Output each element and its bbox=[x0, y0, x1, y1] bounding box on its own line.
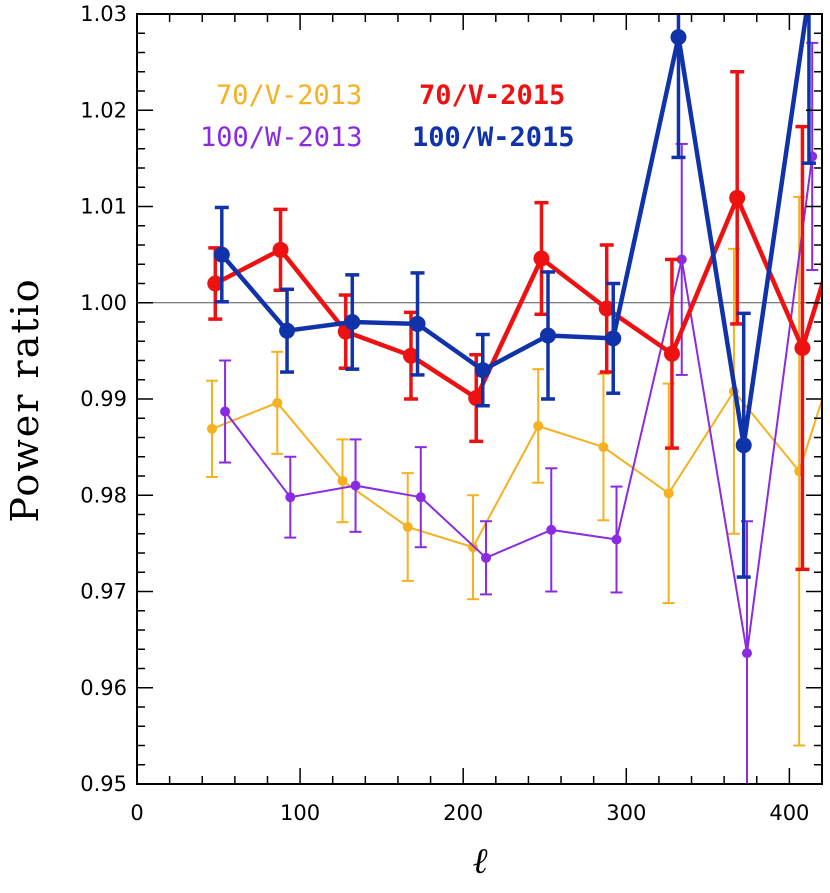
data-point bbox=[663, 488, 674, 499]
data-point bbox=[415, 492, 426, 503]
x-axis-label: ℓ bbox=[473, 841, 488, 882]
data-point bbox=[546, 524, 557, 535]
data-point bbox=[598, 442, 609, 453]
y-tick-label: 0.97 bbox=[80, 580, 127, 604]
y-tick-label: 1.01 bbox=[80, 195, 127, 219]
legend-entry-100w-2013: 100/W-2013 bbox=[200, 122, 363, 153]
data-point bbox=[735, 437, 752, 454]
data-point bbox=[605, 330, 622, 347]
series-line bbox=[220, 14, 809, 448]
data-point bbox=[344, 314, 361, 330]
data-point bbox=[611, 534, 622, 545]
data-point bbox=[676, 254, 687, 265]
y-tick-label: 0.98 bbox=[80, 483, 127, 507]
x-tick-label: 300 bbox=[606, 801, 646, 825]
data-point bbox=[670, 29, 687, 46]
x-tick-label: 400 bbox=[769, 801, 809, 825]
y-tick-label: 0.99 bbox=[80, 387, 127, 411]
legend: 70/V-2013 100/W-2013 70/V-2015 100/W-201… bbox=[200, 80, 575, 153]
data-point bbox=[468, 390, 485, 407]
data-point bbox=[598, 300, 615, 317]
series-1 bbox=[219, 41, 819, 784]
data-point bbox=[824, 375, 830, 385]
series-line bbox=[224, 156, 814, 655]
data-point bbox=[474, 362, 491, 379]
data-point bbox=[207, 423, 218, 434]
y-axis-label: Power ratio bbox=[3, 277, 47, 522]
data-point bbox=[350, 480, 361, 491]
data-point bbox=[409, 315, 426, 332]
data-point bbox=[220, 406, 231, 417]
data-point bbox=[540, 327, 556, 344]
data-point bbox=[533, 420, 544, 431]
series-0 bbox=[206, 195, 830, 747]
data-point bbox=[279, 322, 296, 339]
data-point bbox=[729, 189, 746, 206]
data-point bbox=[403, 347, 419, 364]
legend-entry-70v-2015: 70/V-2015 bbox=[419, 80, 565, 111]
series-2 bbox=[207, 70, 822, 572]
legend-entry-100w-2015: 100/W-2015 bbox=[412, 122, 575, 153]
x-tick-label: 0 bbox=[130, 801, 143, 825]
y-tick-label: 1.02 bbox=[80, 98, 127, 122]
x-tick-label: 100 bbox=[280, 801, 320, 825]
data-point bbox=[741, 648, 752, 659]
data-point bbox=[285, 492, 296, 503]
data-point bbox=[481, 552, 492, 563]
y-tick-label: 1.03 bbox=[80, 2, 127, 26]
y-tick-label: 0.95 bbox=[80, 772, 127, 796]
x-tick-label: 200 bbox=[443, 801, 483, 825]
data-point bbox=[207, 275, 224, 292]
y-tick-label: 1.00 bbox=[80, 291, 127, 315]
data-point bbox=[663, 345, 680, 362]
y-tick-label: 0.96 bbox=[80, 676, 127, 700]
data-point bbox=[533, 250, 550, 267]
legend-entry-70v-2013: 70/V-2013 bbox=[216, 80, 362, 111]
data-point bbox=[213, 246, 230, 263]
data-point bbox=[402, 522, 413, 533]
data-point bbox=[272, 397, 283, 408]
data-point bbox=[801, 0, 817, 3]
data-point bbox=[272, 241, 289, 258]
data-point bbox=[794, 339, 811, 356]
data-point bbox=[337, 475, 348, 486]
series-3 bbox=[213, 0, 817, 579]
